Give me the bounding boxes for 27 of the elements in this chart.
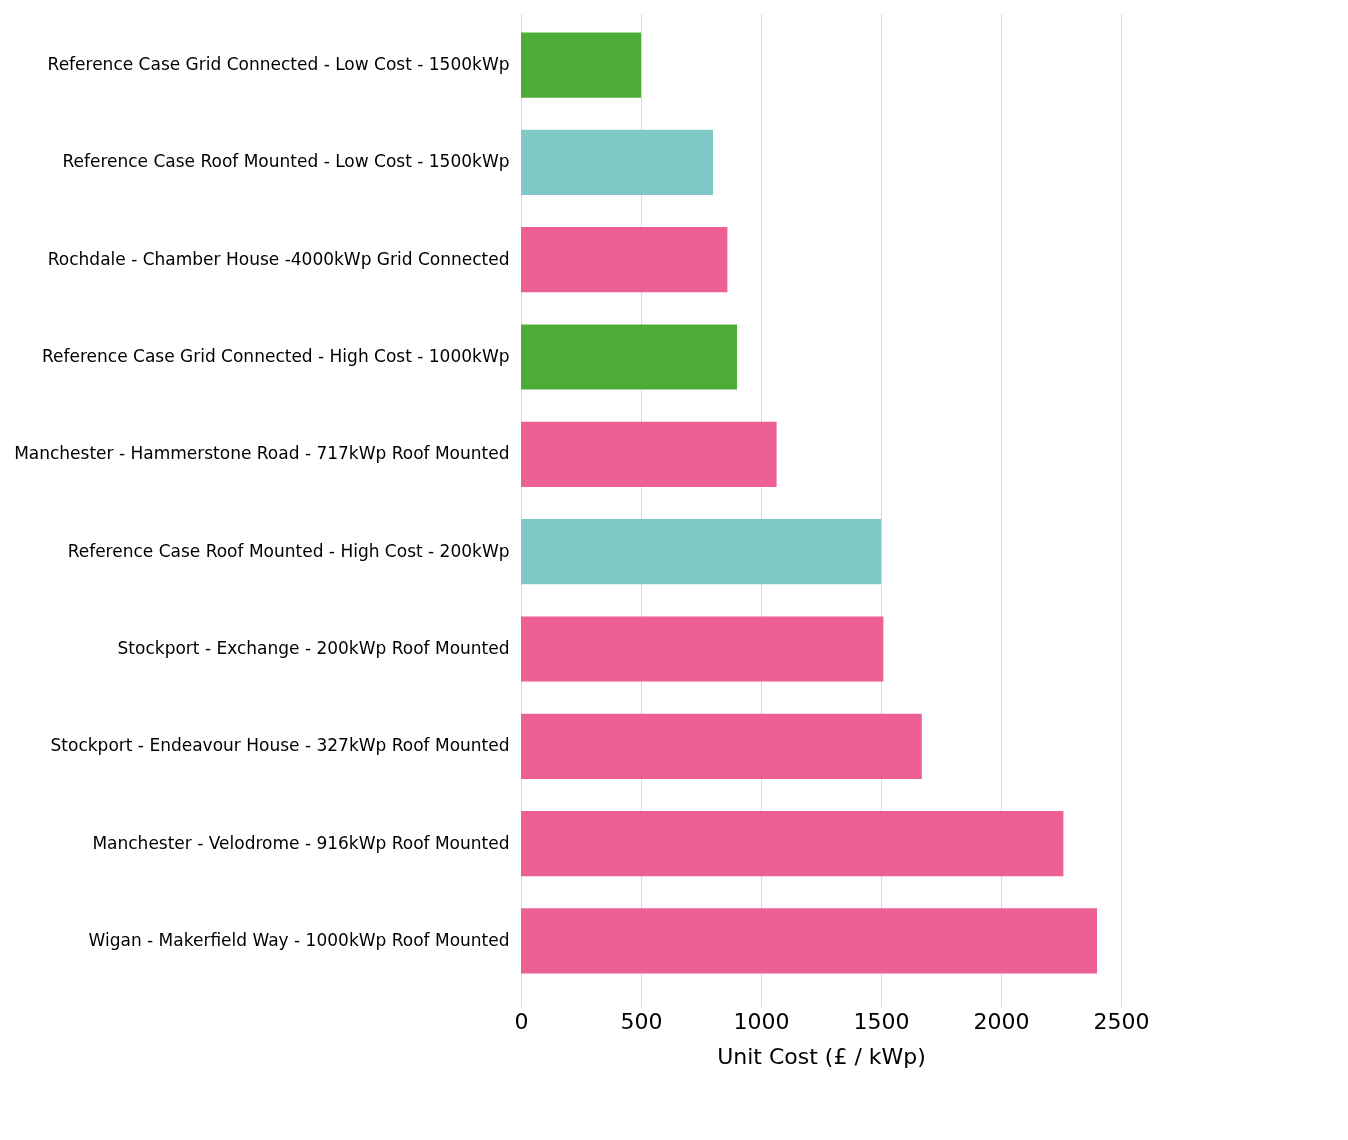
y-tick-label: Reference Case Grid Connected - High Cost - 1000kWp <box>42 346 510 367</box>
bar <box>521 908 1097 974</box>
y-tick-label: Wigan - Makerfield Way - 1000kWp Roof Mounted <box>88 929 510 950</box>
bar <box>521 129 713 195</box>
y-tick-label: Manchester - Hammerstone Road - 717kWp Roof Mounted <box>14 443 510 464</box>
bar <box>521 713 922 779</box>
y-tick-label: Reference Case Roof Mounted - High Cost - 200kWp <box>67 540 510 561</box>
y-tick-label: Rochdale - Chamber House -4000kWp Grid Connected <box>47 248 510 269</box>
x-axis-title: Unit Cost (£ / kWp) <box>717 1043 926 1069</box>
bar <box>521 811 1064 877</box>
x-tick-label: 2000 <box>973 1008 1030 1034</box>
y-tick-label: Manchester - Velodrome - 916kWp Roof Mounted <box>92 832 510 853</box>
bar <box>521 324 737 390</box>
bar <box>521 32 641 98</box>
bar <box>521 519 881 585</box>
y-tick-label: Reference Case Roof Mounted - Low Cost - 1500kWp <box>62 151 510 172</box>
x-tick-label: 500 <box>620 1008 663 1034</box>
bar <box>521 227 728 293</box>
x-tick-label: 0 <box>514 1008 529 1034</box>
y-tick-label: Stockport - Endeavour House - 327kWp Roof Mounted <box>50 735 510 756</box>
bar <box>521 616 884 682</box>
y-tick-label: Stockport - Exchange - 200kWp Roof Mounted <box>117 637 510 658</box>
x-tick-label: 1000 <box>733 1008 790 1034</box>
x-tick-label: 2500 <box>1093 1008 1150 1034</box>
y-tick-label: Reference Case Grid Connected - Low Cost - 1500kWp <box>47 54 510 75</box>
x-tick-label: 1500 <box>853 1008 910 1034</box>
bar <box>521 421 777 487</box>
